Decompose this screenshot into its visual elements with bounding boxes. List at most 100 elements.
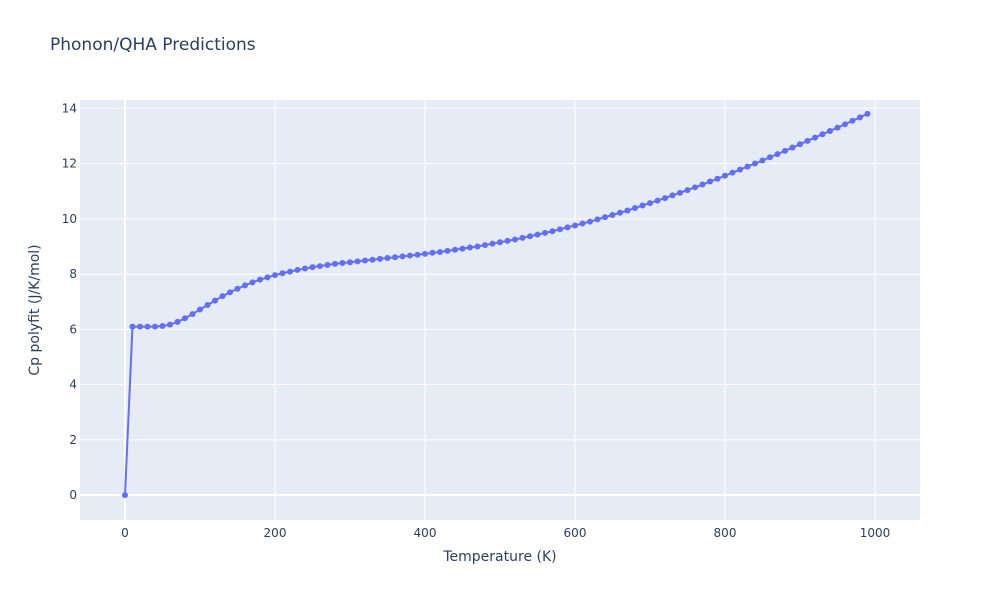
data-point[interactable] — [714, 175, 721, 182]
data-point[interactable] — [152, 323, 158, 330]
data-point[interactable] — [272, 272, 278, 279]
data-point[interactable] — [459, 245, 466, 252]
data-point[interactable] — [497, 239, 503, 246]
data-point[interactable] — [737, 166, 743, 173]
data-point[interactable] — [362, 257, 368, 264]
data-point[interactable] — [294, 266, 301, 273]
data-point[interactable] — [849, 117, 856, 124]
data-point[interactable] — [572, 222, 578, 229]
data-point[interactable] — [819, 131, 826, 138]
data-point[interactable] — [144, 323, 151, 330]
data-point[interactable] — [519, 234, 526, 241]
data-point[interactable] — [639, 202, 646, 209]
data-point[interactable] — [692, 184, 698, 191]
data-point[interactable] — [774, 151, 781, 158]
data-point[interactable] — [602, 214, 608, 221]
data-point[interactable] — [174, 318, 181, 325]
data-point[interactable] — [332, 260, 338, 267]
data-point[interactable] — [347, 259, 353, 266]
data-point[interactable] — [257, 276, 263, 283]
data-point[interactable] — [452, 246, 458, 253]
data-point[interactable] — [377, 255, 383, 262]
data-point[interactable] — [204, 302, 211, 309]
data-point[interactable] — [249, 279, 256, 286]
data-point[interactable] — [647, 200, 653, 207]
data-point[interactable] — [504, 237, 511, 244]
data-point[interactable] — [797, 141, 803, 148]
data-point[interactable] — [182, 315, 188, 322]
data-point[interactable] — [129, 323, 136, 330]
data-point[interactable] — [677, 189, 683, 196]
data-point[interactable] — [662, 195, 668, 202]
data-point[interactable] — [429, 249, 436, 256]
data-point[interactable] — [609, 211, 616, 218]
data-point[interactable] — [399, 253, 406, 260]
data-point[interactable] — [414, 251, 421, 258]
data-point[interactable] — [287, 268, 293, 275]
data-point[interactable] — [354, 258, 361, 265]
data-point[interactable] — [722, 172, 728, 179]
data-point[interactable] — [339, 260, 346, 267]
data-point[interactable] — [827, 127, 833, 134]
data-point[interactable] — [384, 255, 391, 262]
data-point[interactable] — [594, 216, 601, 223]
data-point[interactable] — [699, 181, 706, 188]
data-point[interactable] — [624, 207, 631, 214]
data-point[interactable] — [227, 289, 233, 296]
data-point[interactable] — [159, 323, 166, 330]
data-point[interactable] — [707, 178, 713, 185]
data-point[interactable] — [212, 297, 218, 304]
data-point[interactable] — [197, 306, 203, 313]
data-point[interactable] — [444, 247, 451, 254]
data-point[interactable] — [669, 192, 676, 199]
data-point[interactable] — [122, 492, 128, 499]
data-point[interactable] — [512, 236, 518, 243]
data-point[interactable] — [189, 311, 196, 318]
data-point[interactable] — [482, 242, 488, 249]
data-point[interactable] — [219, 293, 226, 300]
data-point[interactable] — [632, 205, 638, 212]
data-point[interactable] — [549, 228, 556, 235]
data-point[interactable] — [864, 110, 871, 117]
data-point[interactable] — [857, 114, 863, 121]
data-point[interactable] — [309, 264, 316, 271]
data-point[interactable] — [527, 233, 533, 240]
data-point[interactable] — [557, 226, 563, 233]
data-point[interactable] — [422, 250, 428, 257]
data-point[interactable] — [534, 231, 541, 238]
data-point[interactable] — [234, 285, 241, 292]
data-point[interactable] — [804, 137, 811, 144]
data-point[interactable] — [317, 263, 323, 270]
data-point[interactable] — [684, 187, 691, 194]
data-point[interactable] — [752, 160, 758, 167]
data-point[interactable] — [812, 134, 818, 141]
data-point[interactable] — [782, 147, 788, 154]
data-point[interactable] — [579, 220, 586, 227]
data-point[interactable] — [744, 163, 751, 170]
data-point[interactable] — [467, 244, 473, 251]
data-point[interactable] — [759, 157, 766, 164]
data-point[interactable] — [369, 256, 376, 263]
data-point[interactable] — [437, 248, 443, 255]
data-point[interactable] — [167, 321, 173, 328]
data-point[interactable] — [617, 209, 623, 216]
data-point[interactable] — [654, 197, 661, 204]
data-point[interactable] — [392, 254, 398, 261]
data-point[interactable] — [729, 169, 736, 176]
data-point[interactable] — [489, 240, 496, 247]
data-point[interactable] — [542, 229, 548, 236]
data-point[interactable] — [242, 282, 248, 289]
data-point[interactable] — [587, 218, 593, 225]
data-point[interactable] — [279, 270, 286, 277]
data-point[interactable] — [474, 243, 481, 250]
data-point[interactable] — [834, 124, 841, 131]
data-point[interactable] — [789, 144, 796, 151]
data-point[interactable] — [842, 121, 848, 128]
data-point[interactable] — [137, 323, 143, 330]
data-point[interactable] — [564, 224, 571, 231]
data-point[interactable] — [302, 265, 308, 272]
data-point[interactable] — [264, 274, 271, 281]
data-point[interactable] — [324, 261, 331, 268]
data-point[interactable] — [407, 252, 413, 259]
data-point[interactable] — [767, 154, 773, 161]
